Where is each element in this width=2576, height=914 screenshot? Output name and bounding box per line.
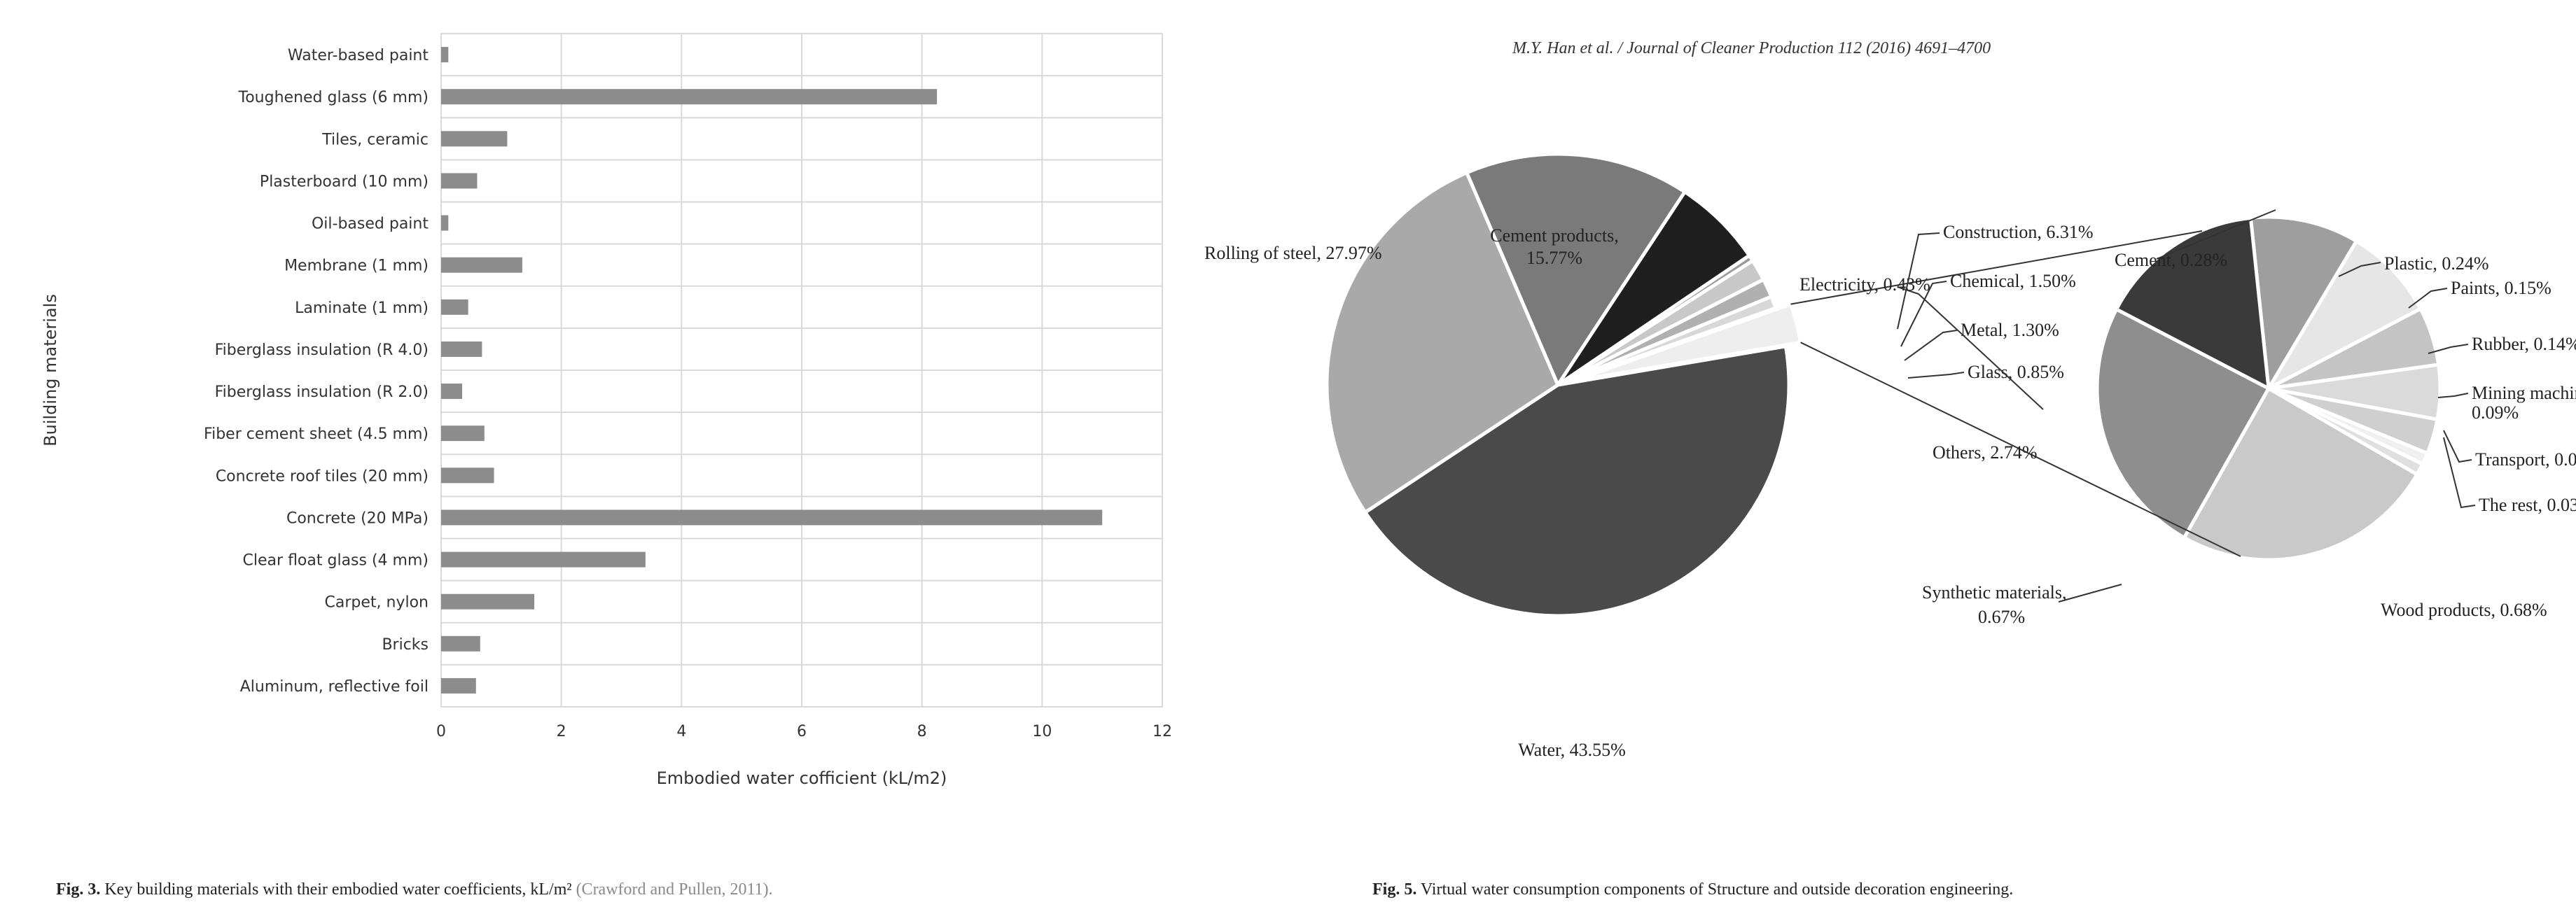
pie-label: Rubber, 0.14% [2472,334,2576,354]
category-label: Tiles, ceramic [321,131,429,148]
bar [441,173,478,189]
fig3-caption-text: Key building materials with their embodi… [104,880,572,899]
category-label: Oil-based paint [312,216,429,233]
category-label: Fiberglass insulation (R 4.0) [215,342,429,359]
category-label: Plasterboard (10 mm) [260,173,429,190]
pie-label: Cement products, [1490,225,1618,246]
fig5-pie-chart: Rolling of steel, 27.97% Cement products,… [1204,152,2576,760]
leader-line [2443,437,2476,509]
fig3-caption-citation: (Crawford and Pullen, 2011). [576,880,773,899]
leader-line [2443,430,2472,463]
pie-label: Transport, 0.03% [2475,449,2576,470]
pie-label: Paints, 0.15% [2451,278,2551,298]
category-label: Toughened glass (6 mm) [238,89,429,106]
leader-line [1904,330,1958,361]
leader-line [1897,232,1940,330]
category-label: Laminate (1 mm) [295,300,429,317]
leader-line [2428,344,2469,354]
running-header: M.Y. Han et al. / Journal of Cleaner Pro… [1512,39,1991,57]
category-label: Fiber cement sheet (4.5 mm) [204,426,429,443]
pie-label: Metal, 1.30% [1961,320,2059,340]
x-tick-label: 2 [557,723,566,740]
pie-slice [1325,170,1561,515]
category-label: Concrete (20 MPa) [286,509,429,527]
connector-line [1800,342,2241,557]
pie-label: Others, 2.74% [1933,442,2037,463]
fig3-caption: Fig. 3. Key building materials with thei… [56,880,773,899]
leader-line [1900,281,1947,347]
bar [441,635,480,652]
x-tick-label: 4 [676,723,686,740]
x-axis-label: Embodied water cofficient (kL/m2) [657,768,947,788]
leader-line [2156,209,2276,260]
category-label: Membrane (1 mm) [284,258,429,275]
category-label: Bricks [382,636,429,654]
fig3-caption-label: Fig. 3. [56,880,101,899]
pie-label: Water, 43.55% [1518,740,1626,760]
x-tick-label: 0 [436,723,446,740]
pie-label: Mining machinery, [2472,383,2576,403]
bar [441,677,476,694]
pie-label: The rest, 0.03% [2479,495,2576,515]
bar [441,257,522,273]
bar [441,131,508,147]
pie-slice [2264,239,2423,393]
leader-line [1897,286,2044,410]
leader-line [1907,372,1965,379]
pie-label: 15.77% [1526,248,1582,268]
bar [441,593,535,610]
fig5-caption: Fig. 5. Virtual water consumption compon… [1372,880,2013,899]
pie-label: Wood products, 0.68% [2381,600,2547,620]
bar [441,426,485,442]
fig3-bar-chart: Water-based paint Toughened glass (6 mm) T… [41,33,1172,788]
category-label: Aluminum, reflective foil [240,678,429,696]
category-label: Clear float glass (4 mm) [243,552,429,570]
x-tick-label: 10 [1032,723,1052,740]
category-label: Water-based paint [288,47,429,64]
bar [441,467,494,484]
pie-label: 0.09% [2472,402,2519,423]
x-tick-label: 8 [917,723,927,740]
pie-slice [1464,152,1687,389]
bar [441,509,1103,526]
bar [441,341,482,357]
pie-label: Construction, 6.31% [1943,222,2094,242]
connector-line [1790,230,2203,305]
leader-line [2408,288,2448,309]
bar [441,299,468,315]
category-label: Fiberglass insulation (R 2.0) [215,384,429,401]
pie-slice [2114,216,2271,392]
pie-slice [1556,189,1752,387]
bar [441,215,449,231]
bar [441,47,449,63]
bar [441,384,463,400]
bar [441,551,646,568]
pie-label: 0.67% [1978,607,2025,627]
category-label: Carpet, nylon [325,594,429,612]
leader-line [2058,584,2122,603]
pie-slice [2182,386,2420,562]
pie-label: Plastic, 0.24% [2384,253,2489,274]
leader-line [2437,393,2469,398]
fig5-caption-label: Fig. 5. [1372,880,1417,899]
x-tick-label: 6 [797,723,807,740]
pie-label: Glass, 0.85% [1968,362,2064,382]
leader-line [2338,262,2381,277]
x-tick-label: 12 [1153,723,1172,740]
pie-slice [1363,344,1791,618]
pie-label: Synthetic materials, [1922,582,2067,603]
y-axis-label: Building materials [41,294,60,447]
category-label: Concrete roof tiles (20 mm) [216,467,429,485]
bar [441,89,938,105]
pie-label: Rolling of steel, 27.97% [1204,243,1381,263]
fig5-caption-text: Virtual water consumption components of … [1420,880,2014,899]
pie-label: Chemical, 1.50% [1950,271,2076,291]
